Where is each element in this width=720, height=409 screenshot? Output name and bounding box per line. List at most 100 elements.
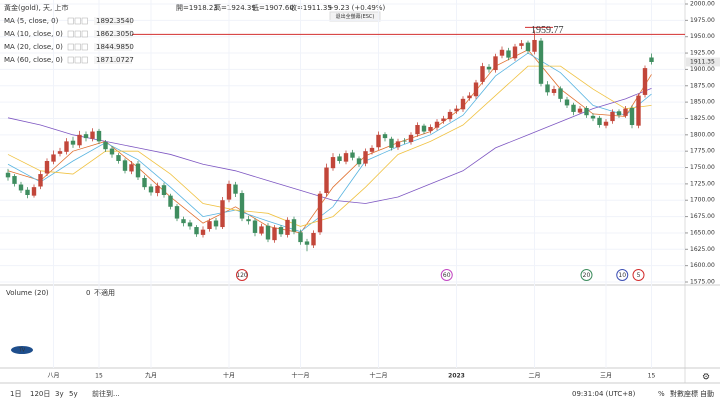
tooltip-box: [329, 11, 381, 22]
volume-title: Volume (20): [6, 289, 49, 297]
settings-icon[interactable]: ⚙: [702, 373, 710, 383]
y-tick-label: 1850.00: [690, 99, 715, 106]
legend-name: MA (60, close, 0): [4, 56, 63, 64]
candle-body: [200, 229, 206, 235]
candle-body: [246, 219, 251, 222]
legend-value-bg: [94, 43, 132, 51]
y-tick-label: 1900.00: [690, 66, 715, 73]
candle-body: [304, 241, 310, 245]
goto[interactable]: 前往到...: [92, 389, 120, 398]
legend-button: [67, 30, 74, 38]
ohlc-close: 收=1911.35: [290, 3, 332, 12]
candle-body: [415, 125, 420, 135]
y-tick-label: 1975.00: [690, 17, 715, 24]
candle-body: [330, 157, 336, 169]
candle-body: [272, 227, 277, 241]
svg-text:TV: TV: [18, 348, 26, 354]
x-tick-label: 十一月: [291, 372, 309, 380]
legend-button: [74, 43, 81, 51]
x-tick-label: 十二月: [369, 372, 387, 380]
legend-button: [67, 17, 74, 25]
candle-body: [337, 156, 342, 161]
candle-body: [18, 184, 24, 191]
x-tick-label: 八月: [47, 373, 59, 380]
percent[interactable]: %: [658, 390, 665, 398]
candle-body: [473, 82, 479, 97]
y-tick-label: 1675.00: [690, 213, 715, 220]
range-button[interactable]: 120日: [30, 390, 50, 398]
candle-body: [226, 183, 232, 200]
candle-body: [51, 154, 56, 162]
legend-value: 1871.0727: [96, 56, 134, 64]
legend-name: MA (20, close, 0): [4, 43, 63, 51]
legend-button: [81, 30, 88, 38]
x-tick-label: 十月: [223, 372, 235, 380]
candle-body: [207, 221, 212, 230]
candle-body: [96, 130, 102, 142]
candle-body: [434, 121, 440, 128]
candle-body: [486, 66, 492, 70]
candle-body: [194, 227, 199, 235]
candle-body: [525, 42, 531, 52]
candle-body: [77, 134, 82, 146]
candle-body: [649, 57, 654, 62]
candle-body: [402, 140, 407, 142]
last-price: 1911.35: [690, 58, 715, 65]
candle-body: [532, 39, 537, 52]
candle-body: [545, 84, 550, 93]
candle-body: [181, 219, 186, 224]
candle-body: [83, 134, 89, 139]
candle-body: [213, 220, 219, 227]
range-button[interactable]: 1日: [10, 390, 21, 398]
volume-value: 0: [86, 289, 90, 297]
x-tick-label: 2023: [448, 373, 465, 380]
y-tick-label: 1875.00: [690, 82, 715, 89]
candle-body: [70, 140, 76, 145]
candle-body: [584, 108, 589, 116]
candle-body: [57, 151, 63, 154]
candle-body: [278, 227, 284, 235]
y-tick-label: 1800.00: [690, 131, 715, 138]
candle-body: [389, 138, 394, 148]
legend-button: [74, 30, 81, 38]
candle-body: [64, 141, 69, 152]
y-tick-label: 1925.00: [690, 50, 715, 57]
candle-body: [382, 134, 388, 139]
candle-body: [129, 164, 134, 172]
log-scale[interactable]: 對數座標: [670, 389, 698, 398]
legend-value-bg: [94, 17, 132, 25]
candle-body: [538, 40, 544, 84]
period-marker-label: 60: [443, 272, 451, 279]
candle-body: [564, 99, 570, 106]
candle-body: [512, 46, 518, 59]
volume-status: 不適用: [94, 288, 115, 297]
candle-body: [597, 117, 602, 126]
range-button[interactable]: 5y: [69, 390, 78, 398]
auto-scale[interactable]: 自動: [700, 389, 714, 398]
period-marker: [236, 269, 248, 281]
y-tick-label: 1575.00: [690, 279, 715, 286]
candle-body: [493, 56, 498, 71]
y-tick-label: 2000.00: [690, 1, 715, 8]
candle-body: [603, 121, 609, 126]
candle-body: [395, 141, 401, 148]
y-tick-label: 1950.00: [690, 33, 715, 40]
candle-body: [324, 167, 329, 194]
candle-body: [623, 108, 628, 116]
candle-body: [239, 193, 245, 219]
candle-body: [480, 66, 485, 82]
ohlc-low: 低=1907.60: [252, 3, 294, 12]
change: +9.23 (+0.49%): [328, 4, 386, 12]
candle-body: [551, 89, 557, 93]
candle-body: [506, 50, 511, 58]
legend-button: [67, 56, 74, 64]
tooltip[interactable]: 退出全螢幕(ESC): [336, 13, 375, 20]
period-marker-label: 10: [618, 272, 626, 279]
candle-body: [311, 232, 316, 246]
y-tick-label: 1700.00: [690, 197, 715, 204]
range-button[interactable]: 3y: [55, 390, 64, 398]
legend-button: [74, 56, 81, 64]
candle-body: [298, 232, 303, 243]
candle-body: [220, 200, 225, 228]
